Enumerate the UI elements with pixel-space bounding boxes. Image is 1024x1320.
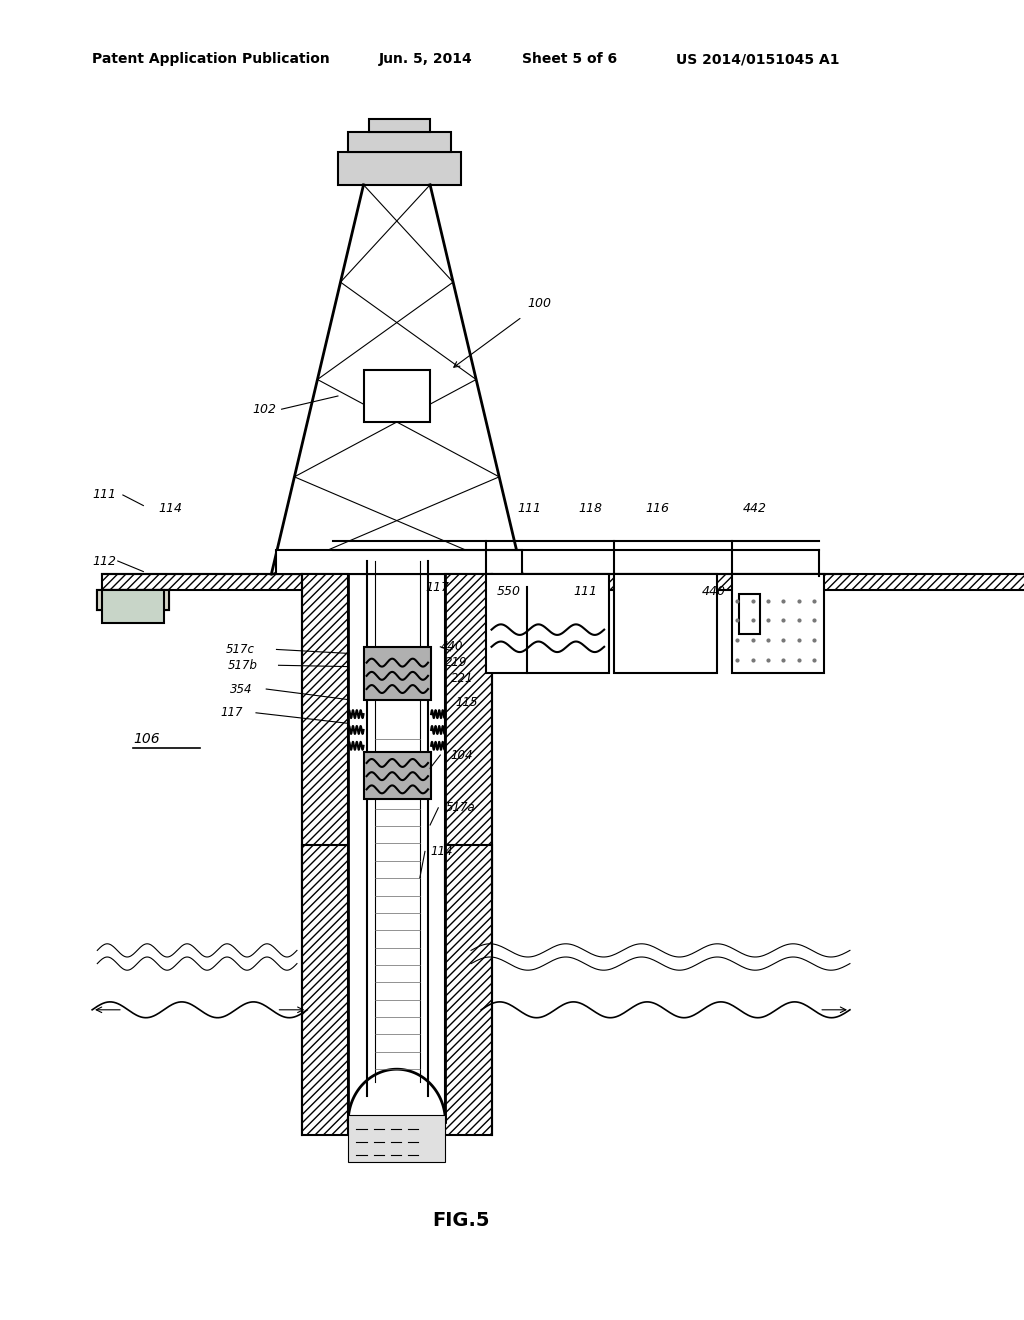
Bar — [302, 845, 348, 1135]
Bar — [338, 152, 461, 185]
Bar — [97, 590, 169, 610]
Text: 219: 219 — [445, 656, 468, 669]
Bar — [302, 574, 348, 898]
Bar — [348, 1115, 445, 1162]
Text: 111: 111 — [92, 488, 116, 502]
Bar — [102, 590, 164, 623]
Text: 517a: 517a — [445, 801, 475, 814]
Text: 116: 116 — [645, 502, 669, 515]
Bar — [364, 370, 430, 422]
Text: 117: 117 — [425, 581, 449, 594]
Text: 114: 114 — [159, 502, 182, 515]
Bar — [348, 132, 451, 152]
Text: 117: 117 — [220, 706, 243, 719]
Text: 517b: 517b — [227, 659, 257, 672]
Bar — [445, 845, 492, 1135]
Text: 115: 115 — [456, 696, 478, 709]
Text: Patent Application Publication: Patent Application Publication — [92, 53, 330, 66]
Text: 100: 100 — [527, 297, 551, 310]
Text: 111: 111 — [517, 502, 541, 515]
Text: Sheet 5 of 6: Sheet 5 of 6 — [522, 53, 617, 66]
Bar — [102, 574, 333, 590]
Text: 440: 440 — [440, 640, 463, 653]
Text: 517c: 517c — [225, 643, 254, 656]
Text: 114: 114 — [430, 845, 453, 858]
Bar — [739, 594, 760, 634]
Text: 111: 111 — [573, 585, 597, 598]
Text: 104: 104 — [451, 748, 473, 762]
Text: 102: 102 — [253, 403, 276, 416]
Text: Jun. 5, 2014: Jun. 5, 2014 — [379, 53, 473, 66]
Text: 440: 440 — [701, 585, 725, 598]
Bar — [97, 590, 169, 610]
Bar — [732, 574, 824, 673]
Text: 106: 106 — [133, 733, 160, 746]
Text: 550: 550 — [497, 585, 520, 598]
Bar — [614, 574, 717, 673]
Bar — [276, 550, 522, 574]
Text: 354: 354 — [230, 682, 253, 696]
Bar — [364, 752, 431, 799]
Bar — [486, 574, 609, 673]
Text: 221: 221 — [451, 672, 473, 685]
Text: US 2014/0151045 A1: US 2014/0151045 A1 — [676, 53, 840, 66]
Bar — [369, 119, 430, 132]
Text: 118: 118 — [579, 502, 602, 515]
Bar — [445, 574, 492, 898]
Bar — [364, 647, 431, 700]
Text: FIG.5: FIG.5 — [432, 1212, 489, 1230]
Text: 112: 112 — [92, 554, 116, 568]
Bar — [471, 574, 1024, 590]
Text: 442: 442 — [742, 502, 766, 515]
